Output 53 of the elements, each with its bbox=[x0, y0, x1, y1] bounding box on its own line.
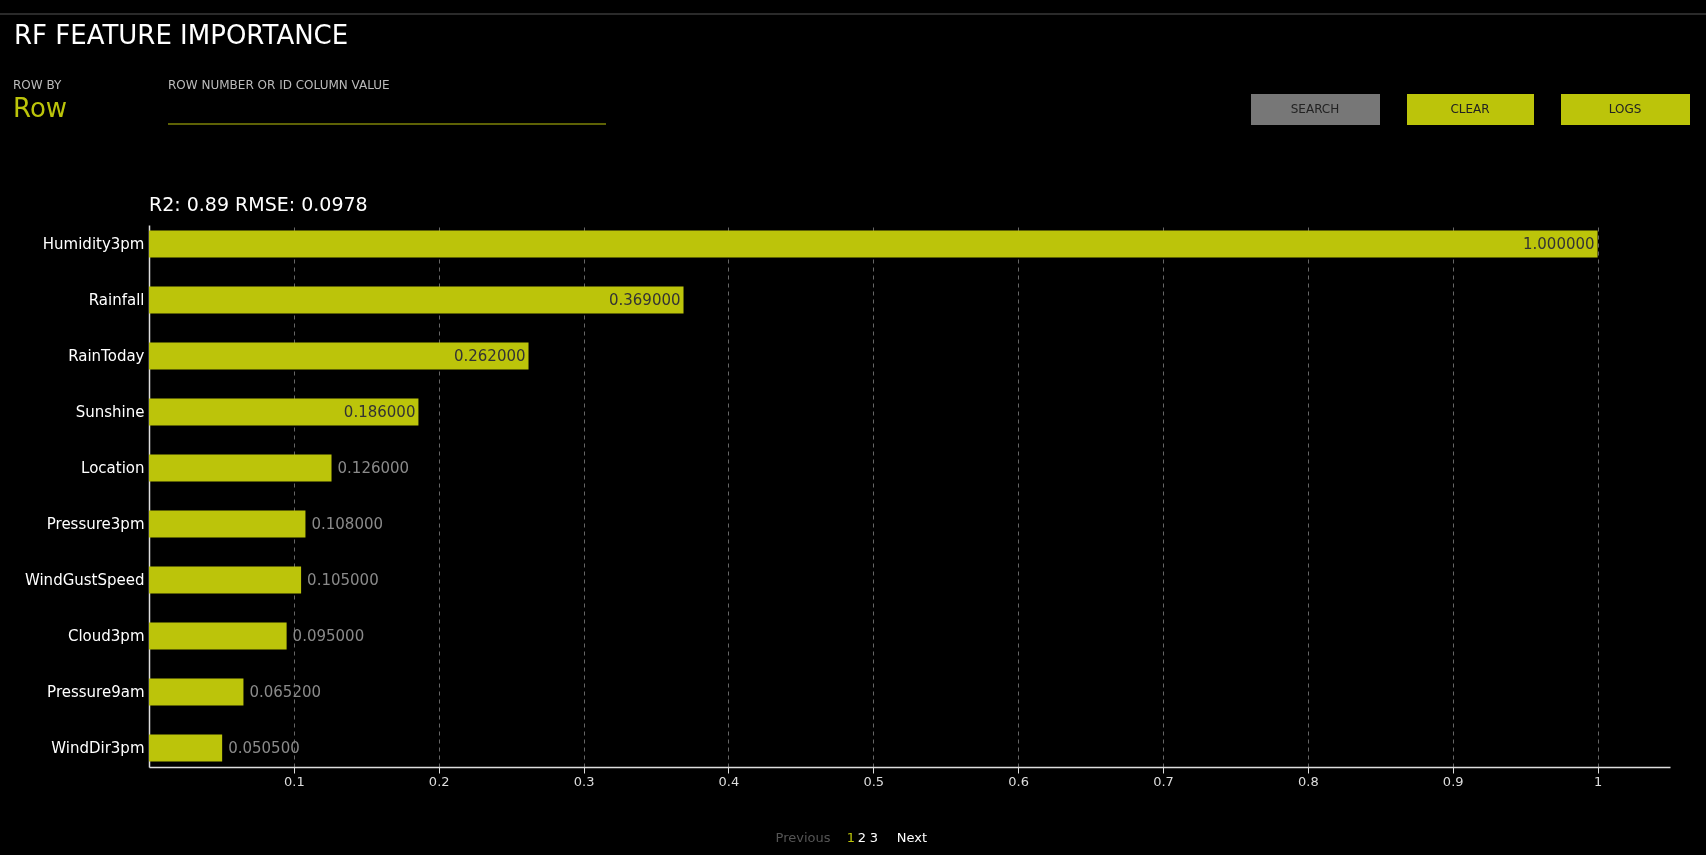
text: Row bbox=[13, 93, 68, 123]
text: ROW NUMBER OR ID COLUMN VALUE bbox=[168, 78, 390, 92]
data-label: 0.186000 bbox=[343, 403, 416, 422]
bar bbox=[149, 398, 419, 426]
y-tick-label: Humidity3pm bbox=[42, 235, 145, 254]
x-tick-label: 1 bbox=[1593, 773, 1603, 789]
bar bbox=[149, 678, 244, 706]
bar bbox=[149, 622, 287, 650]
x-tick-label: 0.2 bbox=[428, 773, 450, 789]
x-tick-label: 0.8 bbox=[1298, 773, 1319, 789]
data-label: 0.050500 bbox=[228, 738, 300, 757]
y-tick-label: Pressure9am bbox=[47, 682, 145, 701]
text: Next bbox=[896, 830, 928, 845]
bar bbox=[149, 566, 302, 594]
bar bbox=[149, 454, 332, 482]
data-label: 0.065200 bbox=[249, 682, 322, 701]
data-label: 0.369000 bbox=[608, 291, 681, 310]
y-tick-label: Sunshine bbox=[75, 403, 145, 422]
bar bbox=[149, 230, 1598, 258]
text: 2 bbox=[857, 830, 867, 845]
text: 1 bbox=[846, 830, 856, 845]
text: SEARCH bbox=[1290, 102, 1340, 116]
x-tick-label: 0.6 bbox=[1008, 773, 1029, 789]
y-tick-label: RainToday bbox=[68, 347, 145, 366]
y-tick-label: Rainfall bbox=[88, 291, 145, 310]
x-tick-label: 0.9 bbox=[1442, 773, 1464, 789]
x-tick-label: 0.5 bbox=[863, 773, 885, 789]
chart-subtitle: R2: 0.89 RMSE: 0.0978 bbox=[149, 193, 368, 215]
text: Previous bbox=[775, 830, 831, 845]
text: CLEAR bbox=[1450, 102, 1490, 116]
x-tick-label: 0.1 bbox=[284, 773, 305, 789]
bar bbox=[149, 510, 306, 538]
bar bbox=[149, 286, 684, 314]
bar bbox=[149, 734, 223, 762]
y-tick-label: WindDir3pm bbox=[51, 738, 145, 757]
text: LOGS bbox=[1608, 102, 1642, 116]
x-tick-label: 0.3 bbox=[573, 773, 595, 789]
data-label: 1.000000 bbox=[1522, 235, 1595, 254]
y-tick-label: Location bbox=[81, 459, 145, 477]
y-tick-label: WindGustSpeed bbox=[24, 570, 145, 589]
data-label: 0.108000 bbox=[311, 515, 384, 533]
x-tick-label: 0.4 bbox=[718, 773, 740, 789]
text: ROW BY bbox=[13, 78, 63, 92]
x-tick-label: 0.7 bbox=[1153, 773, 1174, 789]
text: 3 bbox=[869, 830, 879, 845]
data-label: 0.126000 bbox=[337, 459, 410, 477]
y-tick-label: Pressure3pm bbox=[46, 515, 145, 533]
bar bbox=[149, 342, 529, 370]
data-label: 0.262000 bbox=[453, 347, 526, 366]
chart-title: RF FEATURE IMPORTANCE bbox=[14, 20, 349, 50]
y-tick-label: Cloud3pm bbox=[67, 626, 145, 645]
data-label: 0.105000 bbox=[307, 570, 379, 589]
data-label: 0.095000 bbox=[292, 626, 365, 645]
